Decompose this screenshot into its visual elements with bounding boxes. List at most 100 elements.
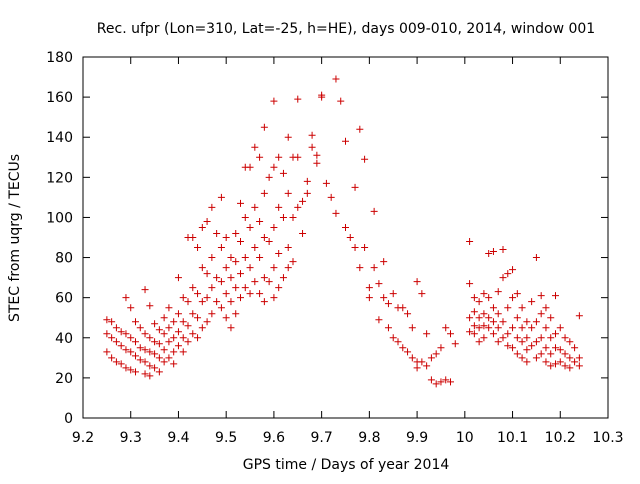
data-point [571, 344, 579, 352]
data-point [556, 346, 564, 354]
data-point [222, 264, 230, 272]
data-point [518, 354, 526, 362]
data-point [151, 364, 159, 372]
data-point [270, 163, 278, 171]
data-point [194, 290, 202, 298]
data-point [542, 344, 550, 352]
data-point [489, 318, 497, 326]
data-point [375, 280, 383, 288]
data-point [470, 322, 478, 330]
data-point [174, 328, 182, 336]
y-tick-label: 100 [46, 210, 73, 226]
data-point [141, 346, 149, 354]
data-point [447, 378, 454, 386]
x-tick-label: 9.6 [263, 430, 285, 446]
data-point [284, 133, 292, 141]
x-tick-label: 9.4 [167, 430, 189, 446]
data-point [351, 244, 359, 252]
data-point [132, 318, 139, 326]
data-point [509, 294, 517, 302]
data-point [318, 93, 326, 101]
data-point [432, 380, 440, 388]
data-point [179, 318, 187, 326]
data-point [208, 284, 216, 292]
data-point [566, 354, 574, 362]
data-point [518, 304, 526, 312]
data-point [275, 153, 283, 161]
data-point [146, 348, 154, 356]
data-point [141, 358, 149, 366]
data-point [232, 229, 240, 237]
data-point [470, 294, 478, 302]
data-point [308, 143, 316, 151]
data-point [494, 288, 502, 296]
data-point [327, 193, 335, 201]
data-point [547, 334, 555, 342]
data-point [380, 294, 388, 302]
data-point [136, 324, 144, 332]
data-point [132, 368, 139, 376]
data-point [122, 346, 130, 354]
data-point [237, 238, 244, 246]
y-tick-label: 0 [64, 411, 73, 427]
data-point [222, 314, 230, 322]
data-point [552, 292, 559, 300]
data-point [427, 354, 435, 362]
data-point [542, 324, 550, 332]
data-point [256, 153, 264, 161]
y-tick-label: 60 [55, 291, 73, 307]
data-point [509, 324, 517, 332]
data-point [342, 137, 349, 145]
data-point [151, 338, 159, 346]
data-point [384, 300, 392, 308]
data-point [112, 338, 120, 346]
y-tick-label: 20 [55, 371, 73, 387]
data-point [475, 324, 483, 332]
data-point [160, 314, 168, 322]
data-point [489, 304, 497, 312]
data-point [370, 207, 378, 215]
data-point [241, 213, 249, 221]
data-point [146, 372, 154, 380]
data-point [194, 314, 202, 322]
data-point [251, 278, 259, 286]
data-point [399, 304, 407, 312]
data-point [542, 358, 550, 366]
data-point [165, 324, 173, 332]
data-point [399, 344, 407, 352]
data-point [423, 330, 431, 338]
data-point [504, 270, 512, 278]
data-point [155, 368, 163, 376]
data-point [308, 131, 316, 139]
data-point [227, 324, 235, 332]
data-point [466, 314, 474, 322]
data-point [480, 310, 488, 318]
data-point [260, 298, 268, 306]
data-point [213, 298, 221, 306]
data-point [213, 229, 221, 237]
data-point [279, 213, 287, 221]
data-point [556, 358, 564, 366]
y-tick-label: 160 [46, 90, 73, 106]
data-point [303, 189, 311, 197]
data-point [575, 362, 583, 370]
data-point [251, 143, 259, 151]
data-point [413, 278, 421, 286]
data-point [408, 324, 416, 332]
data-point [222, 234, 230, 241]
data-point [174, 274, 182, 282]
data-point [237, 199, 244, 207]
data-point [294, 153, 302, 161]
data-point [227, 254, 235, 262]
data-point [442, 324, 450, 332]
data-point [179, 334, 187, 342]
data-point [165, 304, 173, 312]
data-point [103, 330, 111, 338]
data-point [475, 314, 483, 322]
data-point [141, 286, 149, 294]
data-point [198, 264, 206, 272]
data-point [275, 250, 283, 258]
data-point [485, 324, 493, 332]
data-point [447, 330, 454, 338]
data-point [237, 270, 244, 278]
